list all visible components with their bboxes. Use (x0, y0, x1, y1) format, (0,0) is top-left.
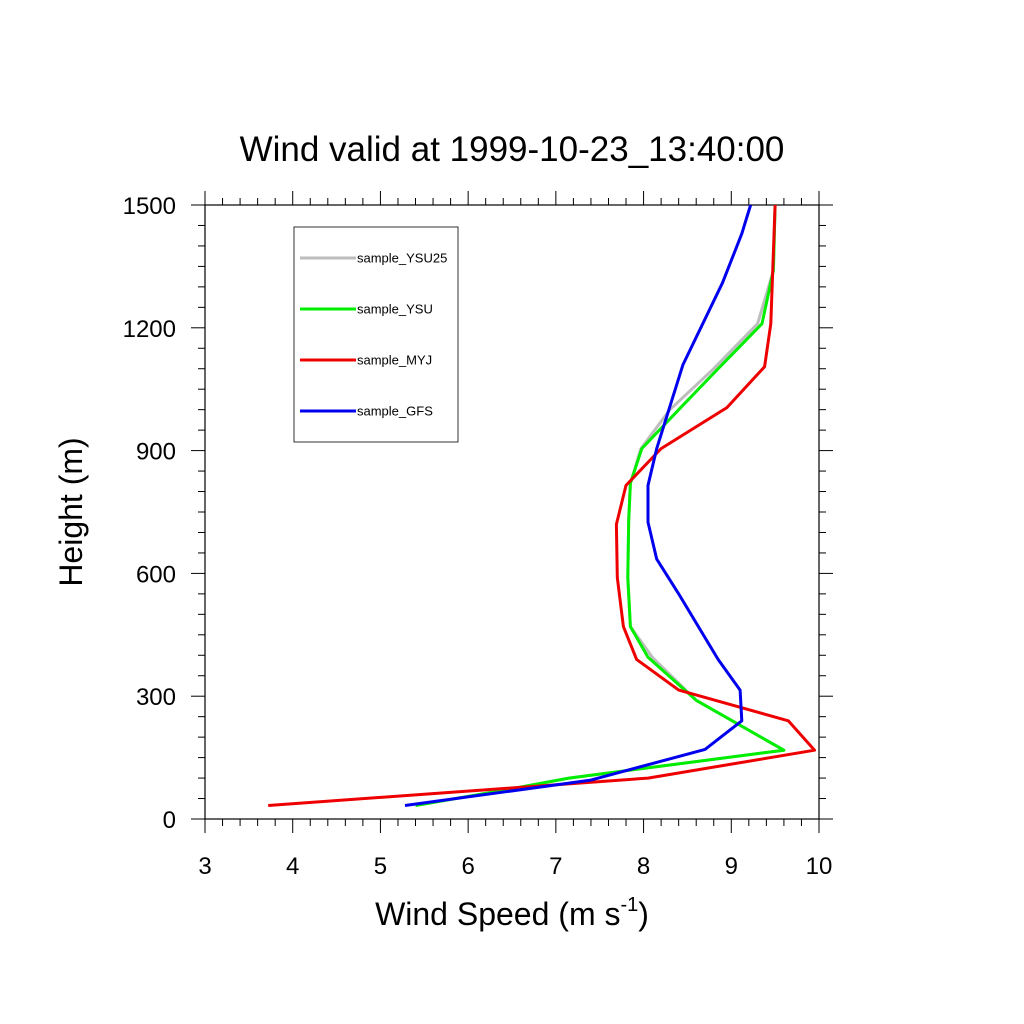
legend-label-sample_YSU25: sample_YSU25 (357, 251, 447, 266)
x-tick-label: 6 (461, 853, 474, 880)
legend: sample_YSU25 sample_YSU sample_MYJ sample_G… (293, 226, 459, 443)
x-axis-label-end: ) (638, 896, 649, 932)
x-axis-label-superscript: -1 (620, 894, 638, 916)
axis-ticks: 3 4 5 6 7 8 9 10 0 300 600 900 1200 1500 (123, 191, 833, 880)
legend-box (293, 226, 459, 443)
x-tick-label: 7 (549, 853, 562, 880)
chart-title: Wind valid at 1999-10-23_13:40:00 (240, 130, 785, 169)
series-line-sample_YSU25 (415, 204, 786, 807)
series-line-sample_GFS (404, 204, 753, 807)
x-tick-label: 4 (286, 853, 299, 880)
x-tick-label: 10 (806, 853, 833, 880)
x-axis-label-main: Wind Speed (m s (375, 896, 620, 932)
y-axis-label: Height (m) (53, 437, 89, 586)
series-line-sample_YSU (415, 204, 786, 807)
y-tick-label: 900 (136, 439, 176, 466)
x-tick-label: 5 (374, 853, 387, 880)
x-tick-label: 9 (725, 853, 738, 880)
y-tick-label: 300 (136, 684, 176, 711)
legend-label-sample_GFS: sample_GFS (357, 404, 433, 419)
x-tick-label: 3 (198, 853, 211, 880)
y-tick-label: 1200 (123, 316, 176, 343)
series-line-sample_MYJ (268, 204, 817, 807)
legend-label-sample_YSU: sample_YSU (357, 302, 433, 317)
y-axis-label-text: Height (m) (53, 437, 89, 586)
legend-label-sample_MYJ: sample_MYJ (357, 353, 432, 368)
y-tick-label: 600 (136, 561, 176, 588)
y-tick-label: 0 (163, 807, 176, 834)
x-tick-label: 8 (637, 853, 650, 880)
x-axis-label: Wind Speed (m s-1) (375, 894, 649, 932)
series-layer (268, 204, 817, 807)
y-tick-label: 1500 (123, 193, 176, 220)
